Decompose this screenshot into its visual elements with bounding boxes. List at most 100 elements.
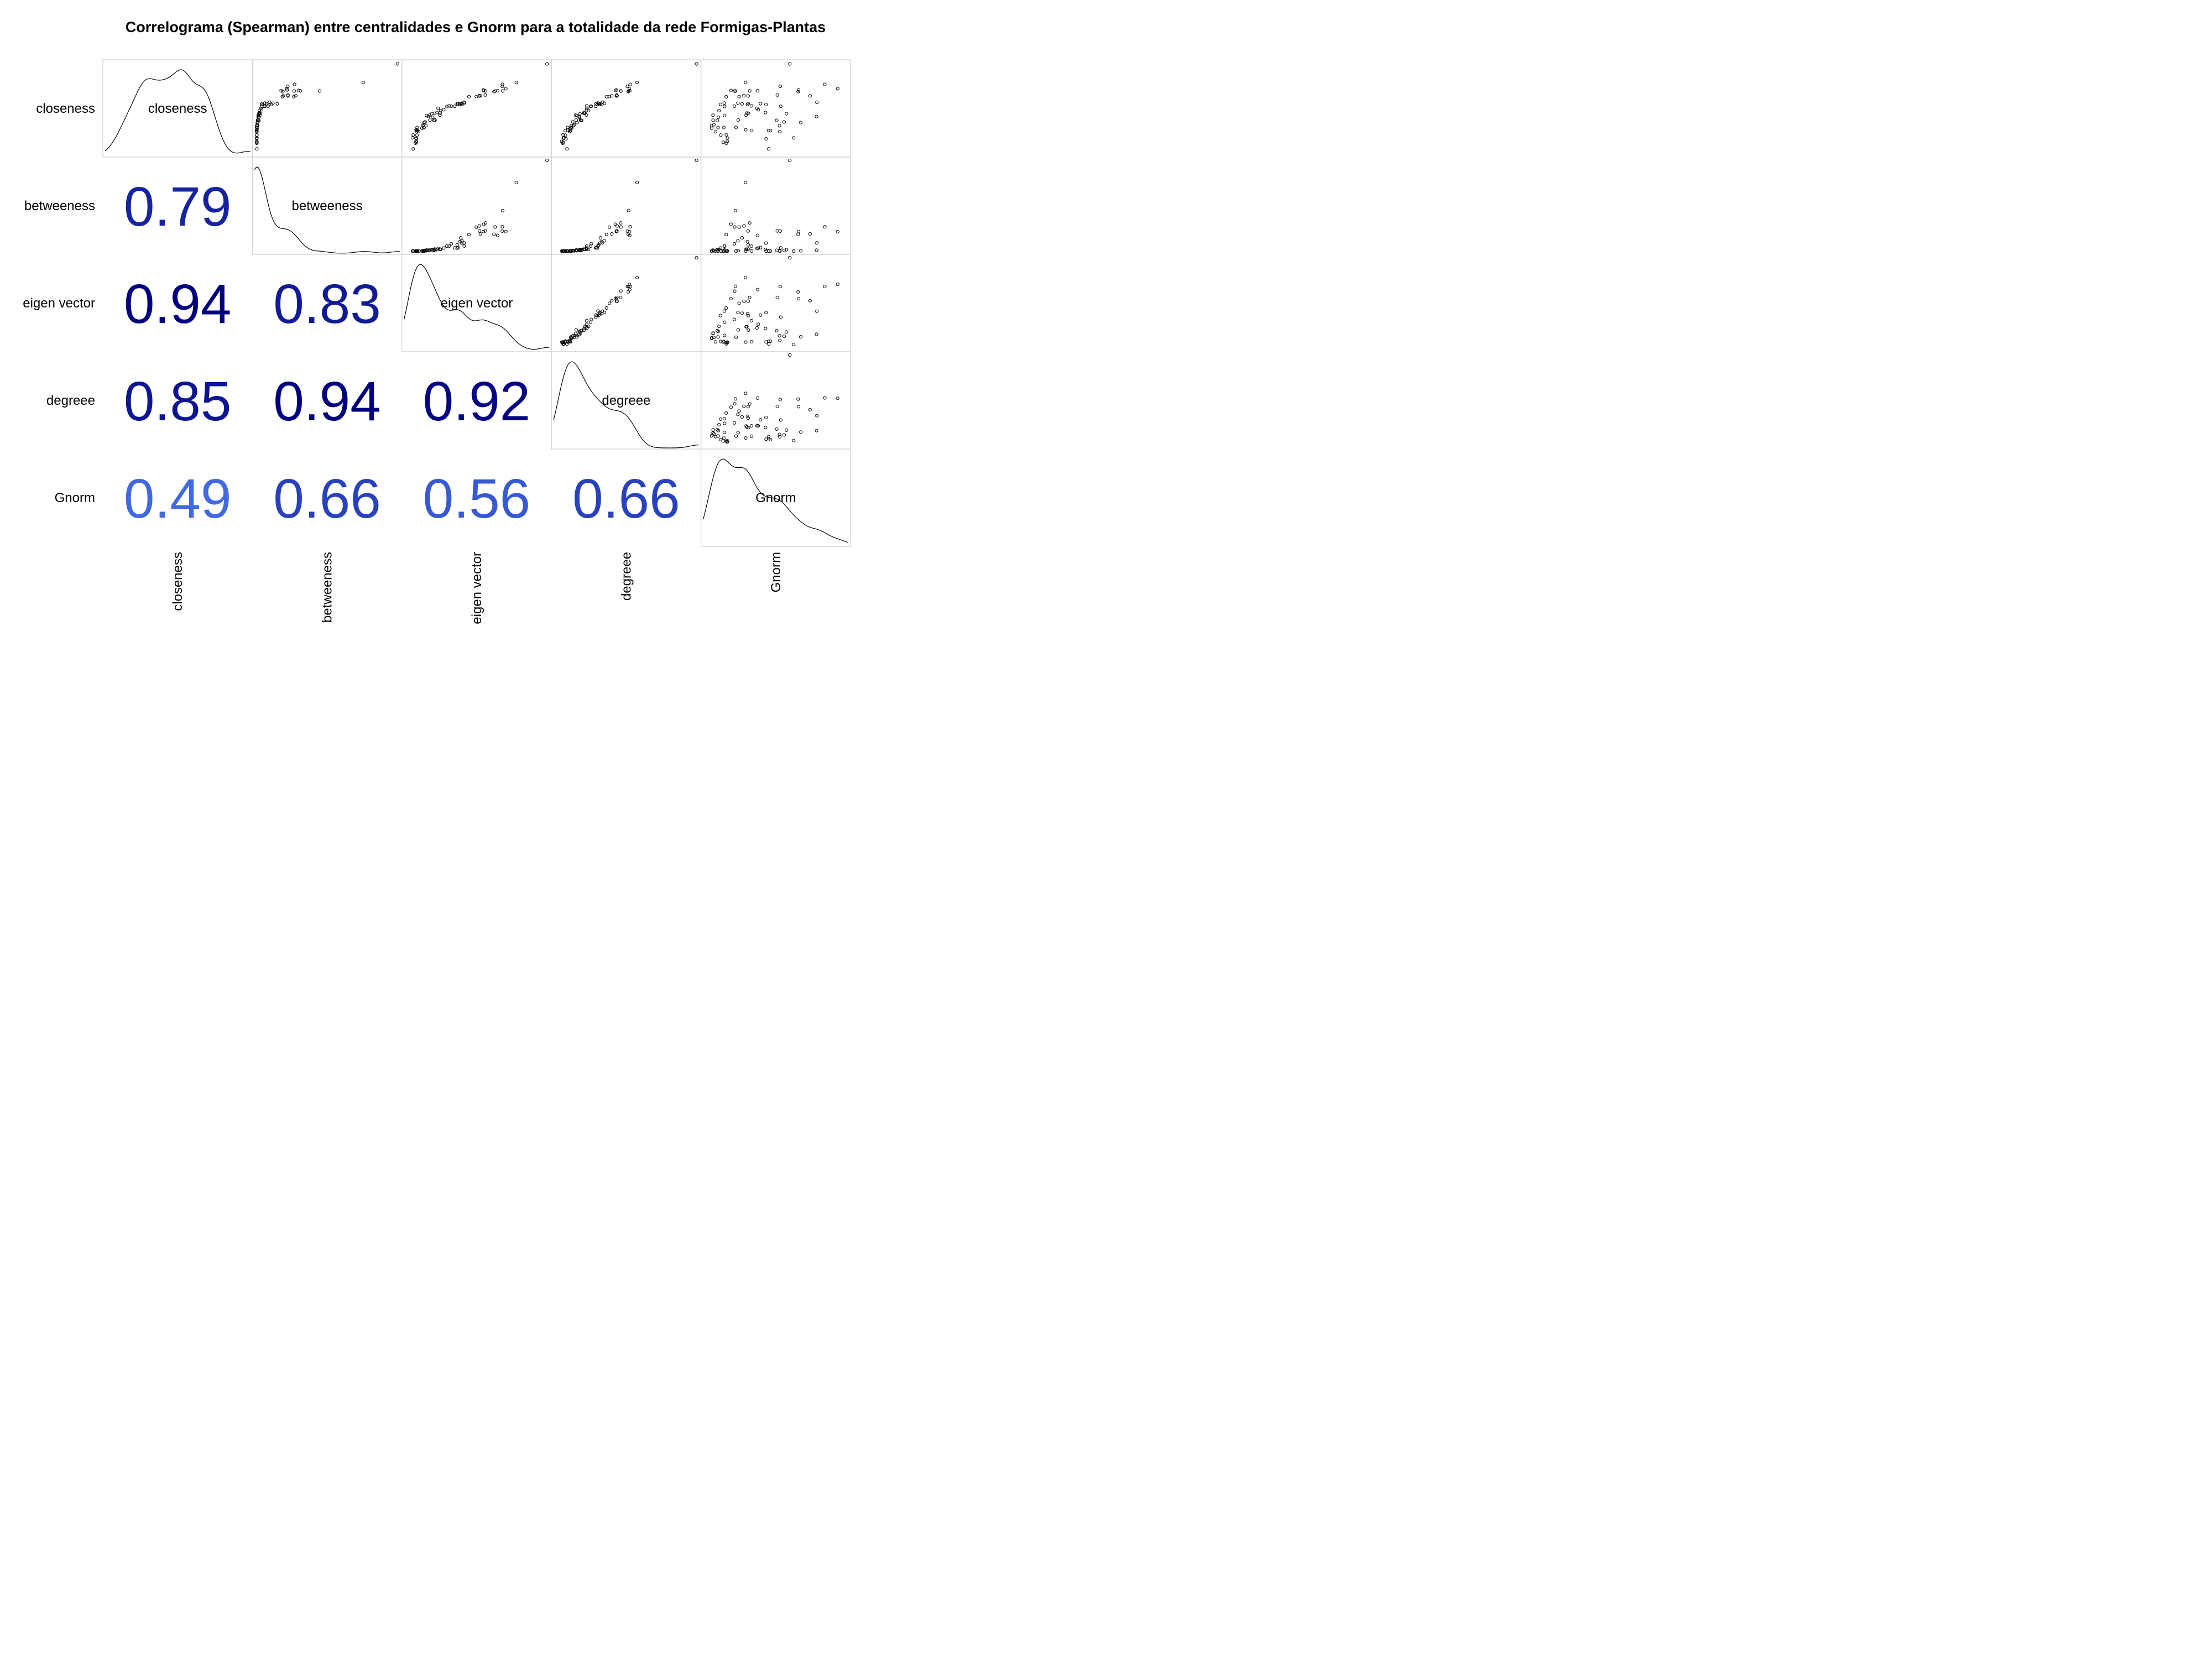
- scatter-point: [724, 141, 728, 145]
- scatter-point: [628, 233, 632, 237]
- scatter-point: [756, 288, 760, 291]
- scatter-point: [481, 88, 486, 92]
- scatter-point: [764, 415, 768, 420]
- scatter-point: [729, 405, 733, 409]
- scatter-point: [764, 340, 768, 344]
- scatter-point: [779, 315, 783, 319]
- scatter-point: [589, 244, 593, 248]
- scatter-point: [746, 299, 750, 303]
- scatter-point: [500, 85, 504, 88]
- scatter-point: [275, 102, 279, 106]
- correlation-degreee-closeness: 0.85: [124, 371, 232, 432]
- scatter-point: [570, 124, 573, 128]
- scatter-point: [823, 396, 827, 400]
- scatter-point: [395, 62, 399, 66]
- scatter-point: [749, 424, 754, 428]
- scatter-point: [447, 104, 451, 108]
- scatter-point: [799, 430, 803, 434]
- scatter-point: [597, 314, 601, 317]
- scatter-panel-closeness-vs-degreee: [551, 59, 702, 158]
- scatter-point: [577, 116, 581, 119]
- scatter-point: [410, 136, 415, 140]
- scatter-point: [799, 121, 803, 124]
- scatter-point: [815, 332, 818, 336]
- scatter-point: [608, 95, 612, 98]
- scatter-point: [415, 126, 419, 129]
- diagonal-label-betweeness: betweeness: [292, 199, 363, 213]
- scatter-panel-degreee-vs-gnorm: [700, 351, 851, 450]
- scatter-point: [500, 208, 505, 212]
- scatter-point: [585, 325, 588, 329]
- scatter-point: [293, 82, 296, 86]
- scatter-point: [423, 248, 427, 252]
- scatter-point: [483, 229, 487, 233]
- scatter-point: [724, 341, 728, 345]
- scatter-point: [579, 328, 583, 332]
- scatter-point: [710, 434, 714, 437]
- scatter-point: [594, 246, 598, 250]
- scatter-point: [736, 239, 740, 243]
- scatter-point: [450, 242, 453, 246]
- scatter-point: [764, 111, 768, 114]
- scatter-point: [744, 436, 748, 440]
- scatter-point: [757, 108, 760, 112]
- scatter-point: [495, 88, 500, 93]
- scatter-point: [628, 82, 632, 86]
- scatter-point: [782, 120, 786, 124]
- scatter-point: [785, 248, 789, 252]
- scatter-point: [808, 232, 812, 236]
- scatter-point: [733, 402, 737, 406]
- scatter-point: [766, 435, 771, 439]
- scatter-point: [745, 425, 749, 429]
- scatter-point: [582, 248, 586, 252]
- scatter-point: [823, 225, 827, 229]
- scatter-point: [571, 124, 575, 128]
- scatter-point: [745, 239, 749, 244]
- scatter-point: [756, 233, 760, 237]
- scatter-point: [775, 404, 779, 409]
- scatter-point: [745, 414, 749, 418]
- scatter-point: [750, 340, 754, 344]
- scatter-point: [435, 111, 439, 114]
- scatter-point: [269, 103, 273, 107]
- scatter-point: [585, 319, 589, 323]
- column-label-degreee: degreee: [619, 552, 634, 601]
- scatter-point: [775, 229, 779, 233]
- scatter-point: [764, 426, 768, 430]
- scatter-point: [259, 108, 263, 112]
- scatter-point: [797, 405, 801, 409]
- scatter-point: [732, 242, 737, 246]
- scatter-point: [719, 249, 723, 253]
- scatter-point: [742, 93, 746, 98]
- scatter-point: [732, 105, 737, 108]
- scatter-point: [764, 241, 768, 245]
- scatter-panel-closeness-vs-eigen-vector: [401, 59, 552, 158]
- scatter-point: [746, 405, 750, 409]
- scatter-point: [717, 422, 721, 427]
- scatter-point: [792, 249, 796, 253]
- scatter-point: [635, 180, 639, 185]
- scatter-point: [759, 246, 763, 249]
- scatter-point: [796, 232, 800, 236]
- scatter-point: [746, 229, 750, 233]
- scatter-point: [504, 229, 508, 234]
- scatter-point: [737, 95, 741, 98]
- scatter-point: [716, 126, 720, 129]
- scatter-point: [478, 94, 482, 98]
- scatter-point: [748, 295, 752, 299]
- scatter-point: [445, 244, 449, 248]
- scatter-point: [815, 429, 818, 432]
- scatter-point: [767, 147, 771, 151]
- scatter-point: [285, 87, 289, 91]
- scatter-point: [414, 249, 418, 253]
- correlation-betweeness-closeness: 0.79: [124, 176, 232, 238]
- scatter-point: [716, 116, 721, 119]
- scatter-point: [778, 398, 782, 401]
- scatter-point: [711, 431, 715, 435]
- scatter-point: [599, 103, 604, 107]
- scatter-point: [734, 335, 738, 339]
- scatter-point: [747, 426, 750, 430]
- scatter-point: [474, 95, 478, 98]
- scatter-point: [504, 87, 508, 91]
- scatter-point: [775, 328, 779, 332]
